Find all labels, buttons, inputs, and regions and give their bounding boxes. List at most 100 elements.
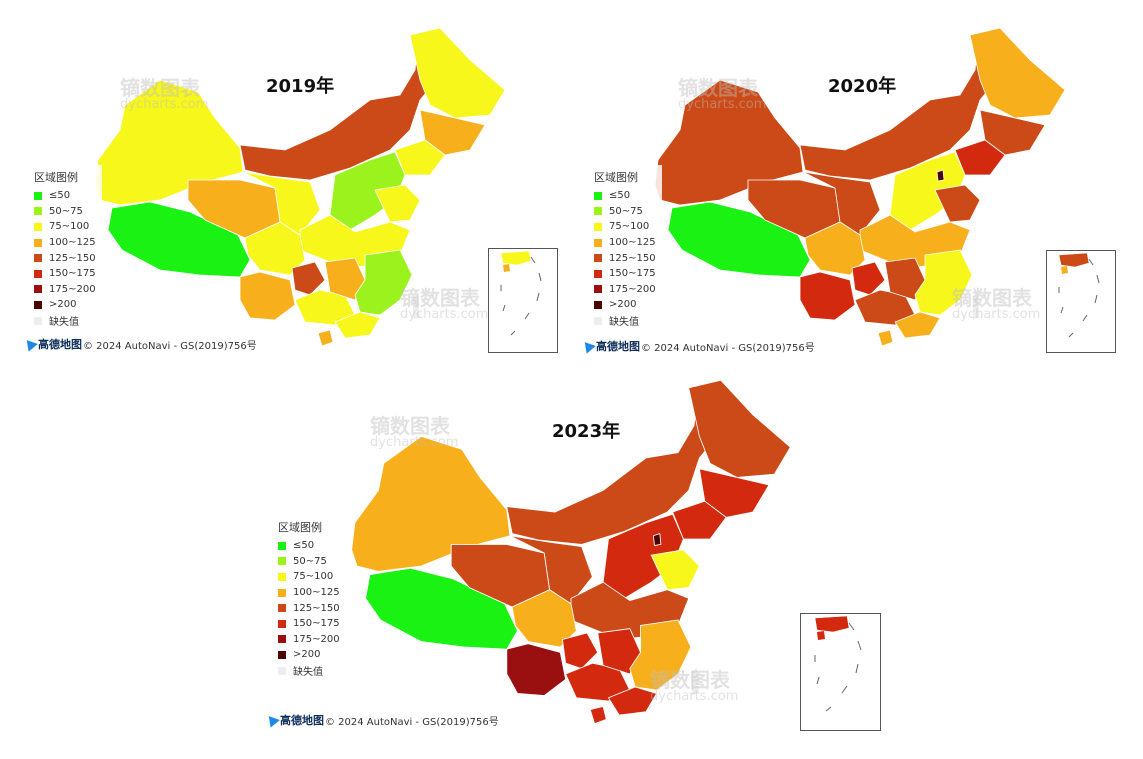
legend-item[interactable]: ≤50 <box>594 188 656 204</box>
watermark-brand: 镝数图表 <box>678 76 758 100</box>
legend-swatch <box>278 541 286 550</box>
legend: 区域图例 ≤50 50~75 75~100 100~125 125~150 150~175 1… <box>28 165 102 333</box>
legend-swatch <box>278 635 286 644</box>
region-gansu[interactable] <box>242 171 321 236</box>
watermark-brand: 镝数图表 <box>650 668 730 692</box>
region-heilongjiang[interactable] <box>409 27 506 119</box>
region-heilongjiang[interactable] <box>688 379 791 478</box>
legend-item[interactable]: 150~175 <box>34 266 96 282</box>
region-chongqing[interactable] <box>851 261 886 296</box>
region-guangdong[interactable] <box>607 686 658 716</box>
region-hainan[interactable] <box>317 329 334 347</box>
legend-item[interactable]: 50~75 <box>278 554 340 570</box>
amap-logo-text: 高德地图 <box>596 340 640 353</box>
legend-label: >200 <box>609 299 637 311</box>
legend-swatch <box>278 619 286 628</box>
south-china-sea-inset <box>1046 250 1116 353</box>
legend-label: 150~175 <box>293 618 340 630</box>
inset-south-coast <box>1058 252 1090 268</box>
legend-swatch <box>34 191 42 200</box>
inset-map <box>814 615 862 712</box>
legend-item[interactable]: 100~125 <box>594 235 656 251</box>
region-chongqing[interactable] <box>291 261 326 296</box>
inset-hainan <box>503 264 510 272</box>
legend-item[interactable]: 缺失值 <box>34 313 96 329</box>
amap-arrow-icon <box>22 336 38 352</box>
legend-item[interactable]: 175~200 <box>594 282 656 298</box>
legend-item[interactable]: 100~125 <box>34 235 96 251</box>
legend-swatch <box>34 254 42 263</box>
watermark: 镝数图表 dycharts.com <box>120 78 208 111</box>
region-yunnan[interactable] <box>506 643 567 697</box>
region-hainan[interactable] <box>589 705 607 725</box>
region-shandong[interactable] <box>650 549 700 591</box>
region-heilongjiang[interactable] <box>969 27 1066 119</box>
legend-item[interactable]: ≤50 <box>34 188 96 204</box>
legend-item[interactable]: 100~125 <box>278 585 340 601</box>
legend-label: 175~200 <box>609 283 656 295</box>
amap-logo-text: 高德地图 <box>38 338 82 351</box>
region-southeast[interactable] <box>354 249 413 316</box>
legend-item[interactable]: >200 <box>594 297 656 313</box>
region-yunnan[interactable] <box>239 271 296 321</box>
region-gansu[interactable] <box>509 535 593 605</box>
inset-south-coast <box>814 615 850 633</box>
china-map-2019[interactable] <box>0 0 570 365</box>
legend-item[interactable]: 175~200 <box>34 282 96 298</box>
region-guangdong[interactable] <box>334 311 381 339</box>
legend-swatch <box>594 254 602 263</box>
region-shandong[interactable] <box>374 184 421 223</box>
region-xinjiang[interactable] <box>351 435 511 572</box>
legend-label: 50~75 <box>49 205 83 217</box>
watermark-site: dycharts.com <box>370 435 459 450</box>
legend-item[interactable]: 125~150 <box>278 600 340 616</box>
legend-item[interactable]: ≤50 <box>278 538 340 554</box>
region-southeast[interactable] <box>629 619 692 691</box>
legend-item[interactable]: >200 <box>34 297 96 313</box>
amap-arrow-icon <box>264 712 280 728</box>
region-chongqing[interactable] <box>561 632 599 670</box>
legend-item[interactable]: 缺失值 <box>278 663 340 679</box>
china-map-2023[interactable] <box>250 345 850 759</box>
region-yunnan[interactable] <box>799 271 856 321</box>
legend-item[interactable]: 75~100 <box>278 569 340 585</box>
legend-item[interactable]: 175~200 <box>278 632 340 648</box>
region-taiwan[interactable] <box>971 293 981 321</box>
legend-swatch <box>278 604 286 613</box>
region-beijing[interactable] <box>936 169 945 182</box>
legend-item[interactable]: 50~75 <box>594 204 656 220</box>
legend-item[interactable]: 125~150 <box>594 250 656 266</box>
watermark: 镝数图表 dycharts.com <box>952 288 1040 321</box>
legend-item[interactable]: 75~100 <box>34 219 96 235</box>
map-panel-2020: 2020年 <box>560 0 1143 365</box>
legend-label: 75~100 <box>49 221 90 233</box>
region-beijing[interactable] <box>652 533 662 546</box>
region-gansu[interactable] <box>802 171 881 236</box>
region-hainan[interactable] <box>877 329 894 347</box>
legend-item[interactable]: 150~175 <box>594 266 656 282</box>
region-taiwan[interactable] <box>411 293 421 321</box>
legend-title: 区域图例 <box>278 521 322 534</box>
legend-item[interactable]: 50~75 <box>34 204 96 220</box>
legend-item[interactable]: 缺失值 <box>594 313 656 329</box>
legend-swatch <box>594 285 602 294</box>
legend-item[interactable]: >200 <box>278 647 340 663</box>
legend-swatch <box>278 557 286 566</box>
inset-hainan <box>1061 266 1068 274</box>
legend-swatch <box>594 207 602 216</box>
region-guangdong[interactable] <box>894 311 941 339</box>
region-xinjiang[interactable] <box>654 79 804 206</box>
region-southeast[interactable] <box>914 249 973 316</box>
region-shandong[interactable] <box>934 184 981 223</box>
legend: 区域图例 ≤50 50~75 75~100 100~125 125~150 150~175 1… <box>588 165 662 333</box>
china-map-2020[interactable] <box>560 0 1143 365</box>
amap-arrow-icon <box>580 338 596 354</box>
legend-label: 缺失值 <box>49 317 79 329</box>
region-taiwan[interactable] <box>690 666 700 697</box>
legend-item[interactable]: 125~150 <box>34 250 96 266</box>
region-xinjiang[interactable] <box>94 79 244 206</box>
legend-item[interactable]: 150~175 <box>278 616 340 632</box>
legend-item[interactable]: 75~100 <box>594 219 656 235</box>
legend-swatch <box>594 238 602 247</box>
inset-dash-line <box>1058 258 1100 338</box>
